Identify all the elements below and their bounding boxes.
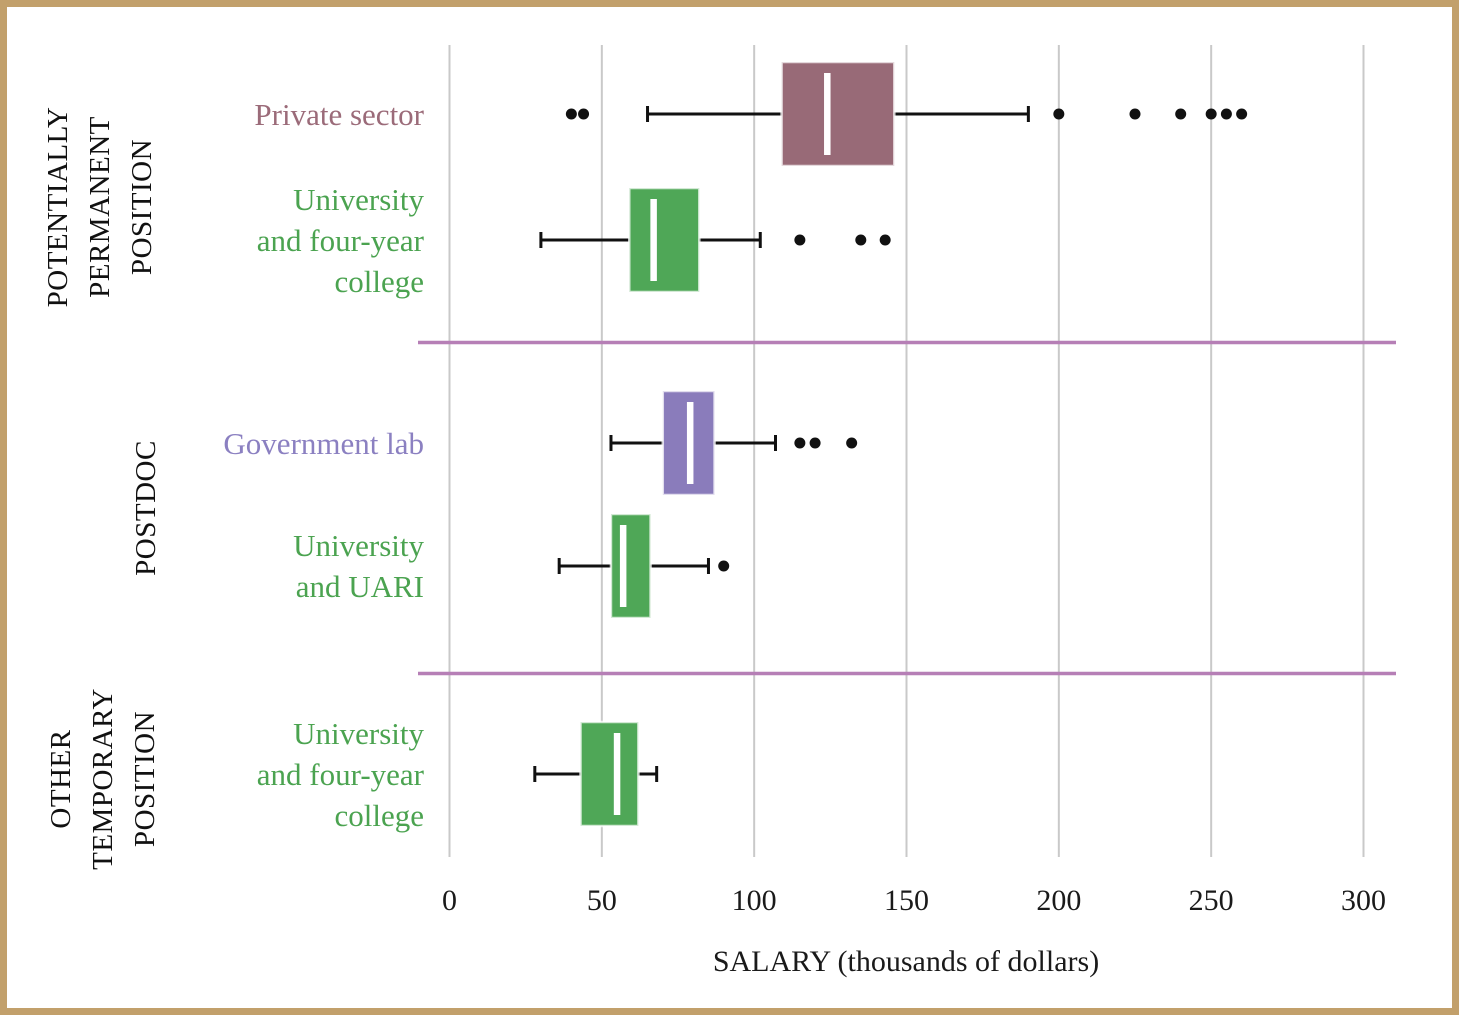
outlier-dot-private-sector-0 (578, 108, 590, 120)
outlier-dot-private-sector-0 (1129, 108, 1141, 120)
outlier-dot-private-sector-0 (1053, 108, 1065, 120)
outlier-dot-government-lab-2 (846, 437, 858, 449)
outlier-dot-government-lab-2 (794, 437, 806, 449)
outlier-dot-university-and-four-year-college-1 (879, 234, 891, 246)
x-tick-label-0: 0 (442, 884, 457, 917)
outlier-dot-private-sector-0 (1220, 108, 1232, 120)
category-label-line: Private sector (254, 96, 424, 132)
group-label-line: PERMANENT (84, 116, 116, 298)
outlier-dot-government-lab-2 (809, 437, 821, 449)
median-line-private-sector-0 (824, 73, 831, 155)
group-label-line: OTHER (45, 729, 77, 829)
category-label-university-and-four-year-college-1: University and four-year college (257, 179, 424, 302)
category-label-university-and-four-year-college-4: University and four-year college (257, 713, 424, 836)
category-label-line: University (293, 528, 424, 563)
group-label-postdoc: POSTDOC (125, 408, 167, 608)
outlier-dot-university-and-uari-3 (718, 560, 730, 572)
category-label-line: University (293, 181, 424, 217)
outlier-dot-university-and-four-year-college-1 (855, 234, 867, 246)
median-line-government-lab-2 (686, 402, 694, 484)
group-label-potentially-permanent-position: POTENTIALLY PERMANENT POSITION (37, 47, 163, 367)
category-label-line: Government lab (223, 425, 424, 461)
box-private-sector-0 (780, 60, 896, 168)
category-label-line: and four-year (256, 222, 424, 258)
category-label-line: college (334, 797, 424, 833)
outlier-dot-university-and-four-year-college-1 (794, 234, 806, 246)
outlier-dot-private-sector-0 (565, 108, 577, 120)
group-label-line: POSITION (126, 138, 158, 276)
category-label-line: and UARI (295, 569, 424, 604)
category-label-private-sector-0: Private sector (254, 94, 424, 135)
outlier-dot-private-sector-0 (1205, 108, 1217, 120)
group-label-line: TEMPORARY (87, 688, 119, 870)
box-university-and-uari-3 (609, 512, 652, 620)
group-label-other-temporary-position: OTHER TEMPORARY POSITION (40, 654, 166, 904)
category-label-university-and-uari-3: University and UARI (293, 525, 424, 607)
median-line-university-and-uari-3 (619, 525, 627, 607)
x-tick-label-150: 150 (884, 884, 929, 917)
x-tick-label-100: 100 (731, 884, 777, 917)
box-university-and-four-year-college-1 (628, 186, 701, 294)
group-label-line: POTENTIALLY (42, 106, 74, 308)
median-line-university-and-four-year-college-4 (613, 733, 621, 815)
x-tick-label-300: 300 (1341, 884, 1386, 917)
box-university-and-four-year-college-4 (579, 720, 640, 828)
category-label-line: University (293, 715, 424, 751)
outlier-dot-private-sector-0 (1175, 108, 1187, 120)
x-axis-title: SALARY (thousands of dollars) (712, 945, 1100, 978)
group-label-line: POSTDOC (130, 440, 162, 576)
median-line-university-and-four-year-college-1 (650, 199, 657, 281)
category-label-government-lab-2: Government lab (223, 423, 424, 464)
x-tick-label-50: 50 (586, 884, 617, 917)
group-label-line: POSITION (129, 710, 161, 848)
x-tick-label-250: 250 (1188, 884, 1234, 917)
category-label-line: college (334, 263, 424, 299)
outlier-dot-private-sector-0 (1236, 108, 1248, 120)
category-label-line: and four-year (256, 756, 424, 792)
x-tick-label-200: 200 (1036, 884, 1082, 917)
